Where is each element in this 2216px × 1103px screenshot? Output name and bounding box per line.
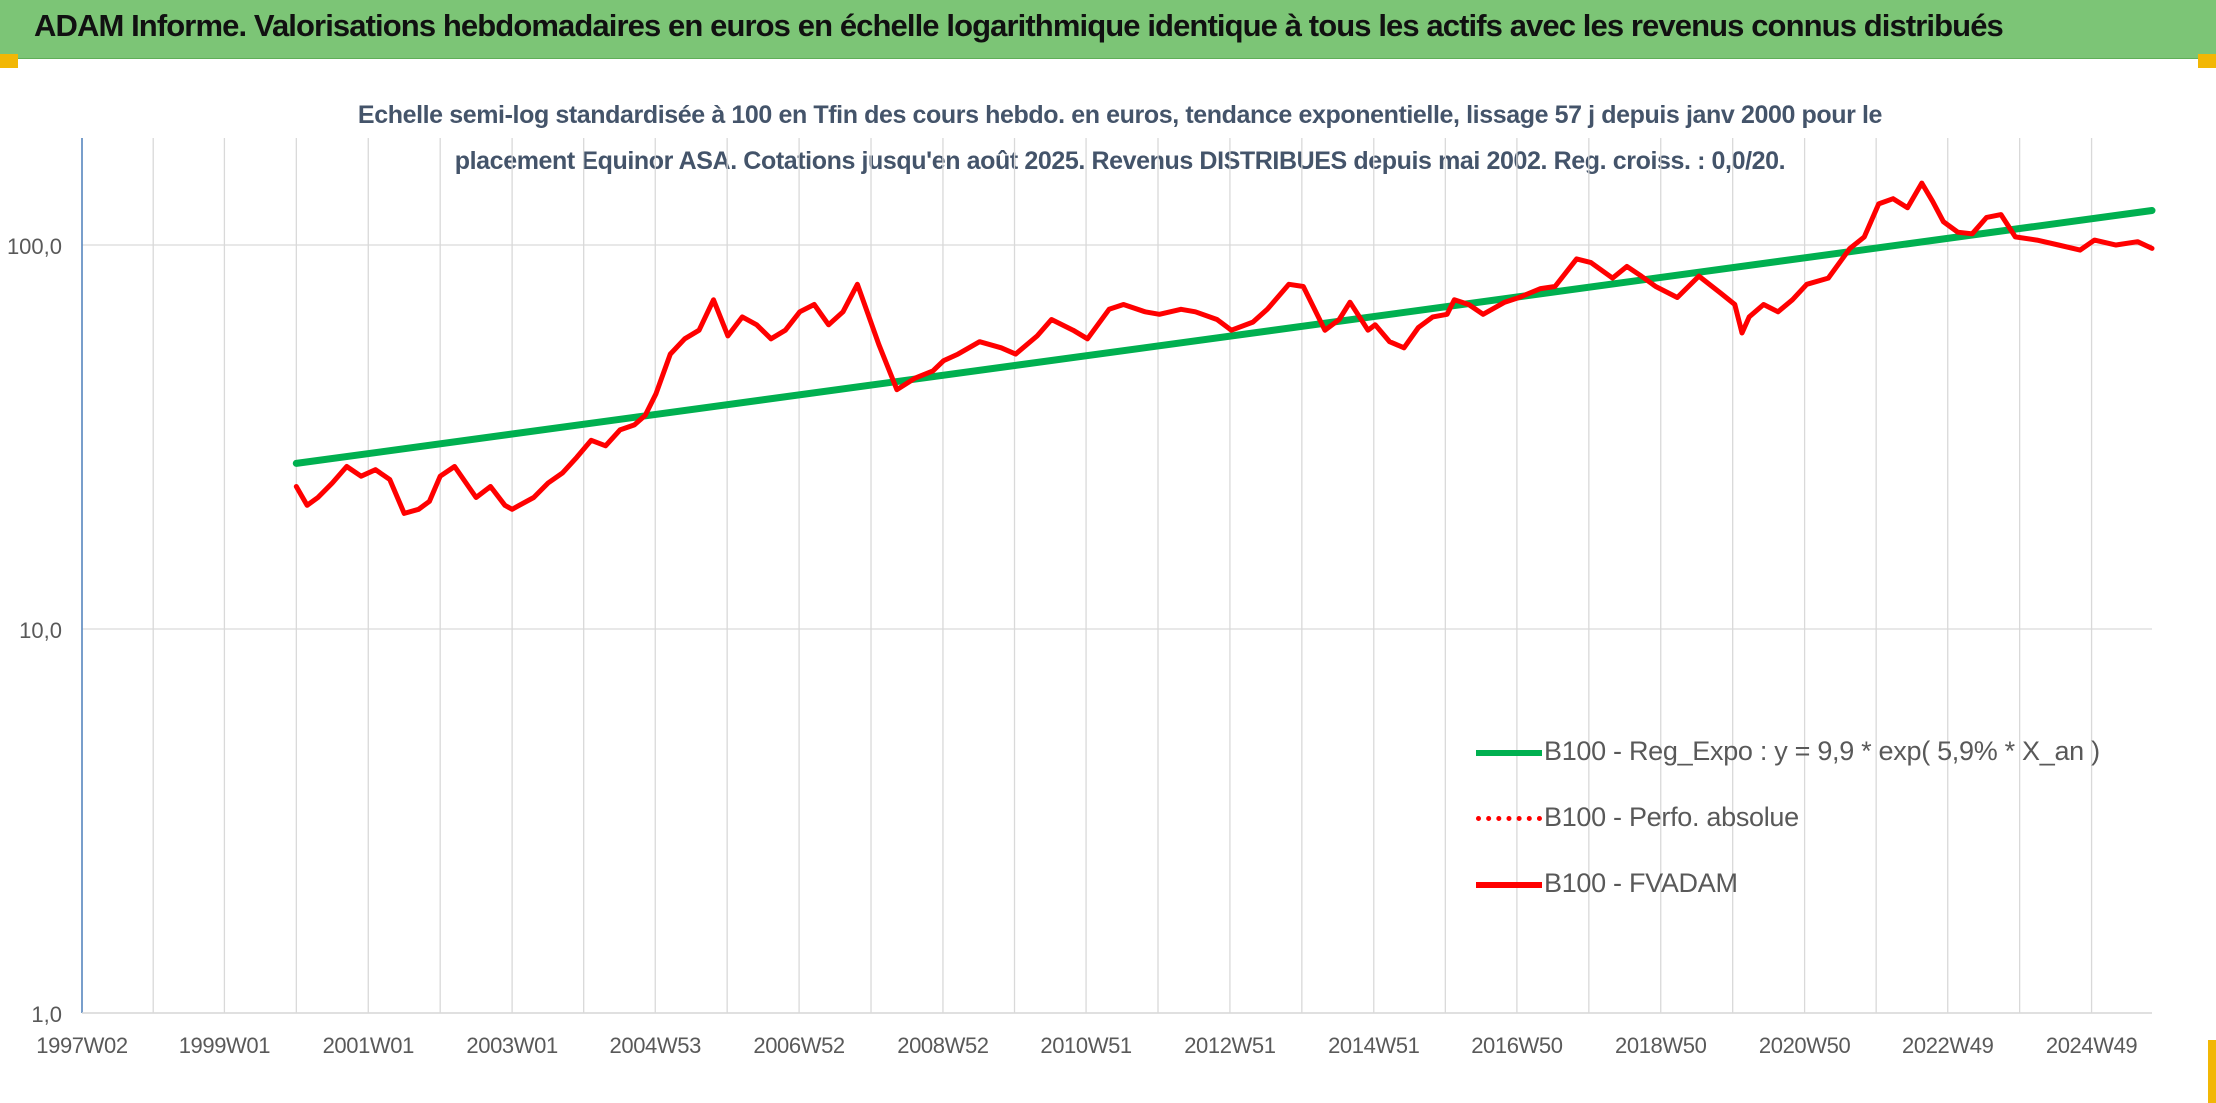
- x-tick-label: 1997W02: [36, 1033, 128, 1058]
- x-tick-label: 2001W01: [323, 1033, 415, 1058]
- x-tick-label: 2010W51: [1040, 1033, 1132, 1058]
- corner-marker-right: [2198, 54, 2216, 68]
- x-tick-label: 2020W50: [1759, 1033, 1851, 1058]
- legend-swatch-perfo-absolue: [1476, 816, 1542, 821]
- series-line-reg-expo: [292, 207, 2156, 467]
- y-tick-label: 10,0: [19, 618, 62, 643]
- x-tick-label: 2022W49: [1902, 1033, 1994, 1058]
- y-tick-label: 100,0: [7, 234, 62, 259]
- subtitle-line-1: Echelle semi-log standardisée à 100 en T…: [357, 101, 1883, 129]
- tick-labels: 1,0 10,0 100,0 1997W02 1999W01 2001W01 2003W01…: [7, 234, 2138, 1058]
- legend-item-perfo-absolue: B100 - Perfo. absolue: [1476, 798, 2196, 838]
- x-tick-label: 2008W52: [897, 1033, 989, 1058]
- gridlines: [81, 138, 2152, 1014]
- legend-item-reg-expo: B100 - Reg_Expo : y = 9,9 * exp( 5,9% * …: [1476, 732, 2196, 772]
- chart-subtitle: Echelle semi-log standardisée à 100 en T…: [180, 92, 2060, 184]
- edge-marker: [2208, 1040, 2216, 1103]
- legend-swatch-reg-expo: [1476, 750, 1542, 756]
- x-tick-label: 1999W01: [179, 1033, 271, 1058]
- axes: [81, 138, 2152, 1014]
- legend-label-fvadam: B100 - FVADAM: [1544, 868, 1738, 898]
- x-tick-label: 2014W51: [1328, 1033, 1420, 1058]
- x-tick-label: 2003W01: [466, 1033, 558, 1058]
- x-tick-label: 2018W50: [1615, 1033, 1707, 1058]
- x-tick-label: 2024W49: [2046, 1033, 2138, 1058]
- legend-label-reg-expo: B100 - Reg_Expo : y = 9,9 * exp( 5,9% * …: [1544, 736, 2100, 766]
- corner-marker-left: [0, 54, 18, 68]
- x-tick-label: 2012W51: [1184, 1033, 1276, 1058]
- legend-swatch-fvadam: [1476, 882, 1542, 888]
- x-tick-label: 2016W50: [1471, 1033, 1563, 1058]
- x-tick-label: 2006W52: [753, 1033, 845, 1058]
- legend-item-fvadam: B100 - FVADAM: [1476, 864, 2196, 904]
- series-line-fvadam: [293, 180, 2155, 516]
- series-lines: [292, 180, 2156, 516]
- legend-label-perfo-absolue: B100 - Perfo. absolue: [1544, 802, 1799, 832]
- x-tick-label: 2004W53: [610, 1033, 702, 1058]
- subtitle-line-2: placement Equinor ASA. Cotations jusqu'e…: [454, 147, 1786, 175]
- y-tick-label: 1,0: [31, 1002, 62, 1027]
- report-title: ADAM Informe. Valorisations hebdomadaire…: [34, 8, 2004, 43]
- title-banner: ADAM Informe. Valorisations hebdomadaire…: [0, 0, 2216, 59]
